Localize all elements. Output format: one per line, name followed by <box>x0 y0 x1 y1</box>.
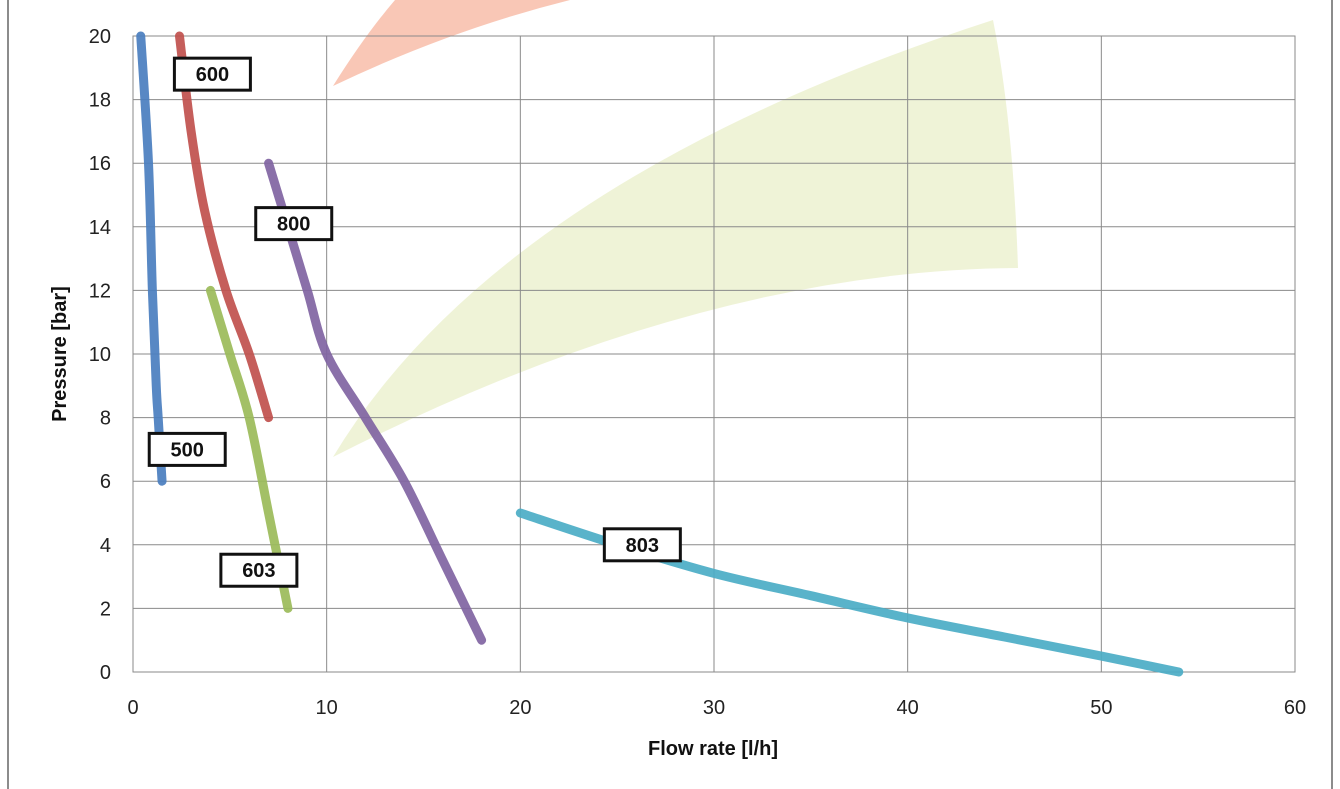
y-tick-label: 4 <box>100 535 111 557</box>
series-line-603 <box>205 285 293 613</box>
series-label-box <box>147 431 227 467</box>
series-label-box <box>219 552 299 588</box>
y-axis-title: Pressure [bar] <box>49 286 71 422</box>
y-tick-label: 2 <box>100 598 111 620</box>
x-tick-label: 50 <box>1090 697 1112 719</box>
y-tick-label: 8 <box>100 408 111 430</box>
watermark-green-shape <box>333 20 1018 457</box>
x-tick-label: 20 <box>509 697 531 719</box>
chart-frame <box>7 0 1333 789</box>
series-label-800: 800 <box>254 206 334 242</box>
series-label-803: 803 <box>602 527 682 563</box>
x-tick-label: 10 <box>316 697 338 719</box>
series-label-box <box>172 56 252 92</box>
y-tick-label: 6 <box>100 471 111 493</box>
x-axis-title: Flow rate [l/h] <box>648 738 778 760</box>
watermark-orange-shape <box>333 0 570 86</box>
y-tick-label: 14 <box>89 217 111 239</box>
series-line-500 <box>136 31 167 486</box>
y-tick-label: 16 <box>89 153 111 175</box>
series-label-text: 800 <box>277 214 310 236</box>
x-tick-label: 40 <box>897 697 919 719</box>
series-line-600 <box>174 31 274 423</box>
series-label-600: 600 <box>172 56 252 92</box>
series-labels: 500 600 800 603 803 <box>147 56 682 588</box>
y-tick-label: 20 <box>89 26 111 48</box>
series-label-text: 603 <box>242 560 275 582</box>
y-tick-label: 18 <box>89 90 111 112</box>
series-label-500: 500 <box>147 431 227 467</box>
y-tick-label: 12 <box>89 280 111 302</box>
series-label-603: 603 <box>219 552 299 588</box>
series-label-text: 500 <box>171 439 204 461</box>
series-label-text: 600 <box>196 64 229 86</box>
x-tick-label: 30 <box>703 697 725 719</box>
x-tick-label: 0 <box>127 697 138 719</box>
x-tick-label: 60 <box>1284 697 1306 719</box>
series-label-text: 803 <box>626 535 659 557</box>
plot-border <box>132 35 1296 673</box>
series-label-box <box>254 206 334 242</box>
y-tick-label: 10 <box>89 344 111 366</box>
plot-area-border <box>132 35 1296 673</box>
series-label-box <box>602 527 682 563</box>
background-watermark <box>333 0 1018 457</box>
y-tick-label: 0 <box>100 662 111 684</box>
